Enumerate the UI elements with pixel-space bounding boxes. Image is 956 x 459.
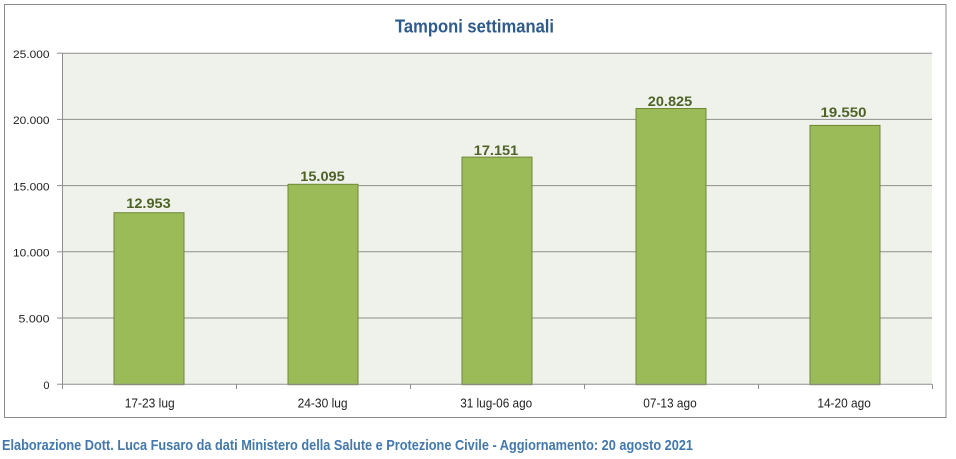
- svg-text:31 lug-06 ago: 31 lug-06 ago: [460, 395, 532, 410]
- svg-text:Elaborazione Dott. Luca Fusaro: Elaborazione Dott. Luca Fusaro da dati M…: [2, 437, 693, 454]
- svg-text:17-23 lug: 17-23 lug: [125, 395, 175, 410]
- svg-text:24-30 lug: 24-30 lug: [298, 395, 348, 410]
- svg-text:14-20 ago: 14-20 ago: [817, 395, 871, 410]
- svg-text:0: 0: [43, 380, 49, 392]
- svg-text:15.095: 15.095: [300, 168, 345, 184]
- svg-text:17.151: 17.151: [474, 142, 519, 158]
- svg-text:20.825: 20.825: [648, 93, 693, 109]
- svg-text:5.000: 5.000: [19, 314, 50, 326]
- svg-text:15.000: 15.000: [13, 181, 50, 193]
- svg-text:12.953: 12.953: [126, 195, 171, 211]
- svg-text:19.550: 19.550: [821, 104, 867, 120]
- svg-text:10.000: 10.000: [13, 248, 50, 260]
- svg-text:Tamponi settimanali: Tamponi settimanali: [395, 16, 554, 37]
- svg-text:20.000: 20.000: [13, 115, 50, 127]
- svg-text:07-13 ago: 07-13 ago: [643, 395, 697, 410]
- svg-text:25.000: 25.000: [13, 49, 50, 61]
